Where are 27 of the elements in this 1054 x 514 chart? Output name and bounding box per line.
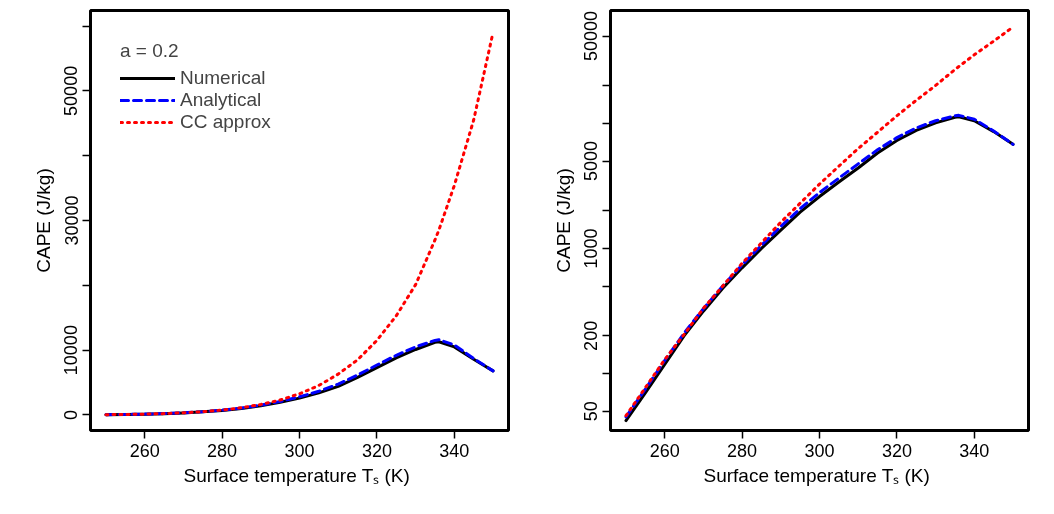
legend-title: a = 0.2: [120, 40, 180, 62]
x-tick-label: 280: [727, 440, 758, 461]
x-tick-label: 340: [959, 440, 990, 461]
y-tick-label: 0: [61, 409, 82, 420]
y-axis-title: CAPE (J/kg): [552, 168, 574, 273]
x-tick-label: 320: [881, 440, 912, 461]
x-tick-label: 320: [361, 440, 392, 461]
x-axis-title: Surface temperature Tₛ (K): [183, 464, 410, 486]
legend-label: CC approx: [180, 111, 271, 133]
y-tick-label: 200: [581, 320, 602, 351]
x-tick-label: 340: [439, 440, 470, 461]
y-tick-label: 50000: [61, 65, 82, 116]
legend-label: Numerical: [180, 67, 266, 89]
y-tick-label: 50: [581, 401, 602, 422]
x-axis-title: Surface temperature Tₛ (K): [703, 464, 930, 486]
x-tick-label: 280: [207, 440, 238, 461]
x-tick-label: 260: [649, 440, 680, 461]
y-tick-label: 1000: [581, 228, 602, 269]
x-tick-label: 300: [284, 440, 315, 461]
legend-label: Analytical: [180, 89, 262, 111]
x-tick-label: 260: [129, 440, 160, 461]
y-tick-label: 30000: [61, 195, 82, 246]
y-tick-label: 10000: [61, 325, 82, 376]
y-tick-label: 50000: [581, 10, 602, 62]
y-axis-title: CAPE (J/kg): [32, 168, 54, 273]
x-tick-label: 300: [804, 440, 835, 461]
y-tick-label: 5000: [581, 141, 602, 182]
